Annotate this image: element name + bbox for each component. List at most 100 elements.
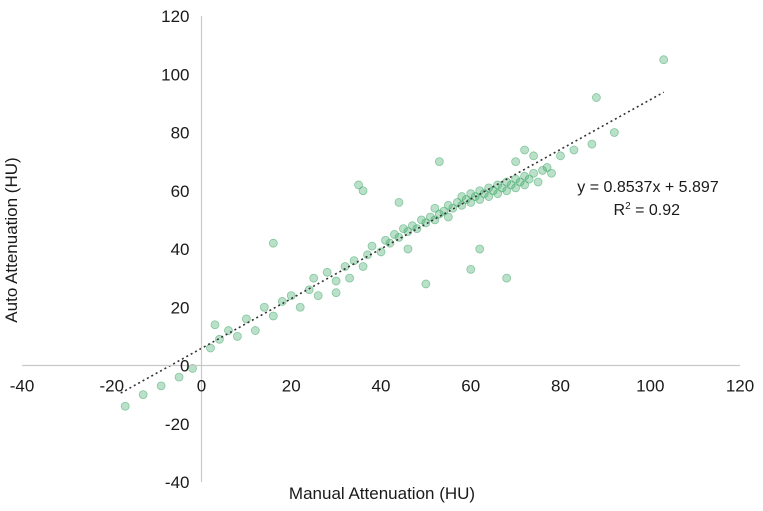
data-point — [304, 285, 314, 295]
data-point — [511, 183, 521, 193]
x-tick-label: 60 — [461, 377, 480, 396]
data-point — [206, 343, 215, 353]
data-point — [174, 372, 184, 382]
data-point — [268, 238, 278, 248]
data-point — [259, 302, 269, 312]
data-point — [502, 186, 512, 196]
x-tick-label: 0 — [197, 377, 206, 396]
data-point — [286, 291, 296, 301]
data-point — [569, 145, 579, 155]
data-point — [345, 273, 354, 283]
data-point — [232, 331, 242, 341]
data-point — [268, 311, 278, 321]
r-squared-label: R2 = 0.92 — [614, 201, 681, 219]
data-point — [529, 168, 538, 178]
data-point — [592, 93, 601, 102]
data-point — [506, 180, 516, 190]
data-point — [399, 224, 408, 234]
data-point — [367, 241, 377, 251]
data-point — [277, 297, 287, 306]
x-tick-label: 100 — [636, 377, 664, 396]
data-point — [120, 401, 130, 411]
data-point — [520, 145, 529, 155]
data-point — [443, 200, 453, 210]
data-point — [484, 183, 494, 193]
data-point — [421, 279, 431, 289]
y-tick-label: 60 — [171, 182, 190, 201]
x-tick-label: 40 — [372, 377, 391, 396]
data-point — [443, 212, 453, 222]
y-tick-label: 20 — [171, 298, 190, 317]
data-point — [394, 197, 404, 207]
data-point — [609, 128, 619, 137]
y-tick-label: 0 — [180, 357, 189, 376]
data-point — [416, 215, 426, 225]
y-tick-label: -40 — [165, 473, 190, 492]
data-point — [241, 314, 251, 324]
data-point — [493, 189, 503, 199]
data-point — [502, 273, 512, 283]
y-tick-label: 80 — [171, 124, 190, 143]
data-point — [466, 189, 476, 199]
data-point — [457, 200, 467, 210]
data-point — [515, 177, 525, 187]
data-point — [511, 157, 521, 167]
data-point — [188, 364, 197, 373]
data-point — [659, 55, 669, 65]
data-point — [309, 273, 319, 283]
data-point — [434, 157, 444, 167]
data-point — [542, 163, 552, 172]
regression-equation: y = 0.8537x + 5.897 — [577, 179, 719, 196]
data-point — [322, 267, 332, 277]
data-point — [390, 230, 399, 239]
data-point — [358, 186, 368, 196]
data-point — [475, 244, 485, 254]
data-point — [354, 180, 363, 190]
data-point — [138, 390, 148, 400]
data-point — [313, 291, 323, 301]
data-point — [475, 195, 485, 204]
data-point — [224, 326, 233, 335]
data-point — [452, 197, 462, 207]
data-point — [556, 151, 565, 161]
x-axis-ticks: -40 -20 0 20 40 60 80 100 120 — [10, 377, 754, 396]
data-point — [358, 262, 368, 271]
data-point — [538, 165, 547, 175]
data-point — [376, 247, 386, 257]
x-tick-label: -40 — [10, 377, 35, 396]
x-axis-title: Manual Attenuation (HU) — [289, 484, 475, 503]
data-point — [520, 171, 529, 181]
x-tick-label: 120 — [726, 377, 754, 396]
data-points — [120, 55, 669, 411]
data-point — [156, 381, 166, 391]
y-tick-label: -20 — [165, 415, 190, 434]
data-point — [520, 180, 529, 190]
data-point — [412, 224, 422, 234]
y-tick-label: 120 — [161, 7, 189, 26]
x-tick-label: -20 — [99, 377, 124, 396]
x-tick-label: 80 — [551, 377, 570, 396]
data-point — [381, 235, 390, 245]
data-point — [430, 203, 440, 213]
data-point — [295, 302, 305, 312]
data-point — [533, 177, 543, 187]
data-point — [331, 276, 341, 286]
data-point — [547, 168, 556, 178]
data-point — [331, 288, 341, 298]
x-tick-label: 20 — [282, 377, 301, 396]
y-axis-title: Auto Attenuation (HU) — [2, 157, 21, 322]
trend-line — [120, 91, 665, 394]
y-tick-label: 100 — [161, 65, 189, 84]
data-point — [210, 320, 220, 330]
data-point — [497, 183, 507, 193]
data-point — [484, 192, 494, 201]
data-point — [408, 221, 417, 231]
data-point — [524, 174, 534, 184]
data-point — [403, 244, 413, 254]
data-point — [425, 212, 435, 222]
data-point — [587, 139, 597, 149]
y-tick-label: 40 — [171, 240, 190, 259]
data-point — [466, 264, 476, 274]
data-point — [461, 195, 471, 204]
